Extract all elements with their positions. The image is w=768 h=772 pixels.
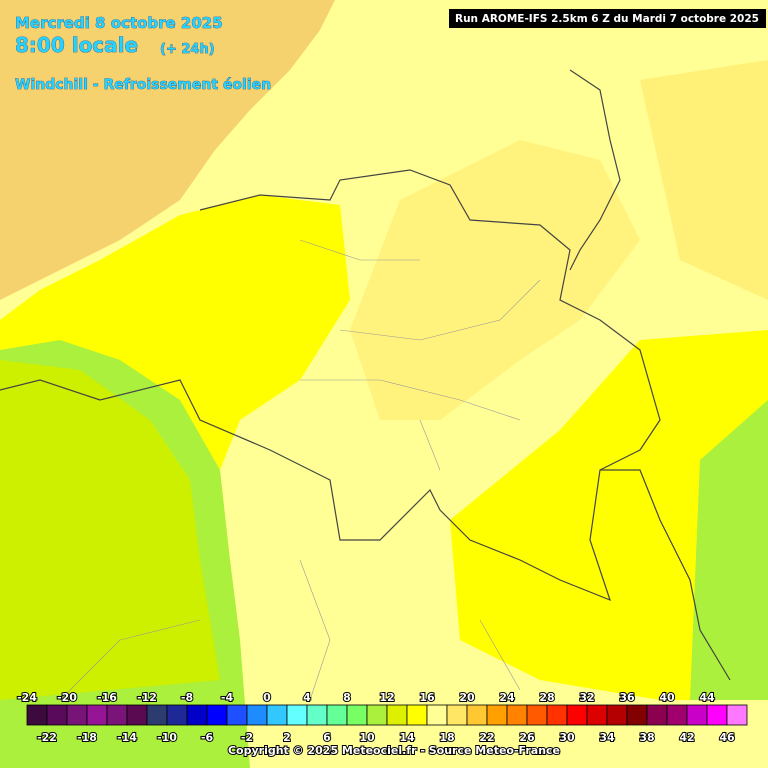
legend-label: 2: [283, 731, 291, 744]
legend-label: 38: [639, 731, 654, 744]
legend-swatch: [326, 704, 348, 726]
legend-label: 36: [619, 691, 635, 704]
legend: -24-22-20-18-16-14-12-10-8-6-4-202468101…: [16, 690, 748, 745]
run: Run AROME-IFS 2.5km 6 Z du Mardi 7 octob…: [455, 13, 759, 25]
legend-swatch: [246, 704, 268, 726]
legend-label: 30: [559, 731, 575, 744]
legend-label: 34: [599, 731, 615, 744]
zone-yellow-east: [450, 330, 768, 700]
legend-swatch: [226, 704, 248, 726]
legend-label: 22: [479, 731, 494, 744]
legend-swatch: [186, 704, 208, 726]
legend-label: 0: [263, 691, 271, 704]
legend-swatch: [506, 704, 528, 726]
zone-green-light: [0, 360, 220, 700]
legend-label: 16: [419, 691, 435, 704]
legend-swatch: [526, 704, 548, 726]
legend-swatch: [386, 704, 408, 726]
legend-label: 18: [439, 731, 454, 744]
legend-swatch: [26, 704, 48, 726]
legend-label: -24: [17, 691, 37, 704]
legend-label: 12: [379, 691, 394, 704]
legend-swatch: [466, 704, 488, 726]
legend-swatch: [726, 704, 748, 726]
legend-swatch: [626, 704, 648, 726]
legend-label: -4: [221, 691, 234, 704]
legend-swatch: [266, 704, 288, 726]
legend-swatch: [406, 704, 428, 726]
legend-label: 24: [499, 691, 515, 704]
legend-label: -8: [181, 691, 193, 704]
time: 8:00 locale: [15, 33, 138, 57]
subdivisions-south: [59, 559, 521, 701]
legend-label: 6: [323, 731, 331, 744]
legend-label: -22: [37, 731, 57, 744]
legend-swatch: [646, 704, 668, 726]
legend-label: 40: [659, 691, 675, 704]
offset: (+ 24h): [160, 42, 215, 57]
legend-label: 14: [399, 731, 415, 744]
border-east: [569, 69, 621, 271]
legend-swatch: [566, 704, 588, 726]
legend-swatch: [66, 704, 88, 726]
legend-label: 28: [539, 691, 554, 704]
legend-swatch: [46, 704, 68, 726]
legend-swatch: [686, 704, 708, 726]
copyright: Copyright © 2025 Meteociel.fr - Source M…: [228, 744, 560, 757]
legend-swatch: [486, 704, 508, 726]
legend-label: 4: [303, 691, 311, 704]
legend-label: 26: [519, 731, 535, 744]
zone-green-east: [690, 400, 768, 700]
legend-label: -2: [241, 731, 253, 744]
sea: [0, 0, 335, 300]
legend-swatch: [546, 704, 568, 726]
legend-label: 8: [343, 691, 351, 704]
parameter: Windchill - Refroissement éolien: [15, 77, 271, 93]
legend-swatch: [666, 704, 688, 726]
legend-label: -10: [157, 731, 177, 744]
zone-orange-ne: [640, 60, 768, 300]
legend-swatch: [446, 704, 468, 726]
legend-swatch: [706, 704, 728, 726]
legend-swatch: [586, 704, 608, 726]
legend-swatch: [86, 704, 108, 726]
legend-swatch: [426, 704, 448, 726]
legend-label: 32: [579, 691, 594, 704]
legend-label: -14: [117, 731, 137, 744]
legend-label: 44: [699, 691, 715, 704]
legend-label: -12: [137, 691, 157, 704]
legend-label: -16: [97, 691, 117, 704]
legend-swatch: [306, 704, 328, 726]
legend-swatch: [166, 704, 188, 726]
legend-label: 42: [679, 731, 694, 744]
legend-label: -6: [201, 731, 214, 744]
legend-swatch: [286, 704, 308, 726]
zone-orange: [350, 140, 640, 420]
legend-label: -20: [57, 691, 77, 704]
legend-label: 46: [719, 731, 735, 744]
subdivisions: [299, 239, 541, 471]
legend-label: -18: [77, 731, 97, 744]
legend-swatch: [346, 704, 368, 726]
legend-label: 10: [359, 731, 375, 744]
legend-swatch: [106, 704, 128, 726]
legend-swatch: [146, 704, 168, 726]
legend-swatch: [126, 704, 148, 726]
legend-swatch: [606, 704, 628, 726]
legend-swatch: [206, 704, 228, 726]
border-lux: [600, 469, 731, 681]
legend-label: 20: [459, 691, 475, 704]
border: [0, 169, 661, 602]
date: Mercredi 8 octobre 2025: [15, 14, 223, 32]
legend-swatch: [366, 704, 388, 726]
run-box: [449, 9, 766, 28]
